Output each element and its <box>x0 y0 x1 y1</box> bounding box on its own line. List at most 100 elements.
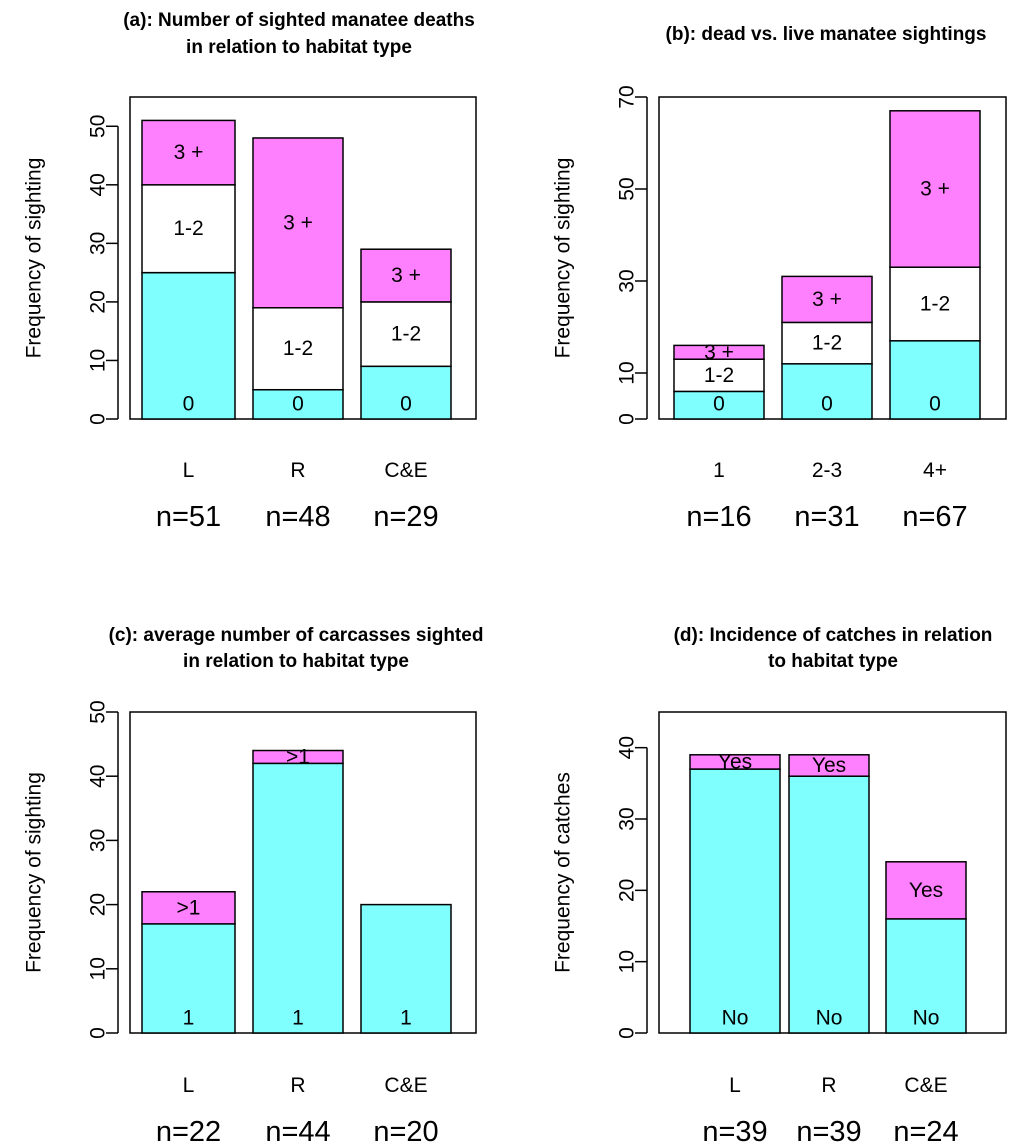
chart-a-bar-segment-C&E-1-2 <box>360 301 452 368</box>
chart-c-segment-label: 1 <box>400 1007 412 1030</box>
chart-b-y-axis-label: Frequency of sighting <box>552 158 575 359</box>
chart-a-title-line-2: in relation to habitat type <box>186 37 412 58</box>
chart-d-y-tick-label: 30 <box>616 807 639 830</box>
chart-b-segment-label: 1-2 <box>812 332 842 355</box>
chart-d-n-label: n=39 <box>702 1116 767 1145</box>
chart-d-x-tick-label: R <box>821 1074 836 1097</box>
chart-a-y-tick-label: 0 <box>87 413 110 425</box>
chart-d-y-tick-label: 10 <box>616 950 639 973</box>
chart-b-bar-segment-1-1-2 <box>673 358 765 393</box>
chart-a-bar-segment-R-0 <box>252 388 344 420</box>
chart-c-y-tick-label: 30 <box>87 829 110 852</box>
chart-b-bar-segment-4+-3 + <box>889 110 981 268</box>
chart-a-segment-label: 3 + <box>174 141 204 164</box>
chart-b-y-tick-label: 30 <box>616 269 639 292</box>
chart-b-segment-label: 1-2 <box>704 364 734 387</box>
chart-b-segment-label: 3 + <box>920 178 950 201</box>
chart-d-n-label: n=24 <box>893 1116 958 1145</box>
chart-b-y-tick-label: 50 <box>616 177 639 200</box>
chart-b-bar-segment-4+-0 <box>889 340 981 420</box>
chart-a-y-axis-label: Frequency of sighting <box>23 158 46 359</box>
chart-d-segment-label: Yes <box>812 754 846 777</box>
chart-b-bar-segment-1-0 <box>673 390 765 420</box>
chart-c-bar-segment-C&E-1 <box>360 903 452 1034</box>
chart-d-segment-label: No <box>913 1007 940 1030</box>
chart-a-y-tick-label: 20 <box>87 290 110 313</box>
chart-a-bar-segment-C&E-0 <box>360 365 452 420</box>
chart-c-y-tick-label: 10 <box>87 957 110 980</box>
chart-a-segment-label: 1-2 <box>391 323 421 346</box>
chart-a-segment-label: 0 <box>292 393 304 416</box>
chart-c-x-tick-label: C&E <box>384 1074 427 1097</box>
chart-b-x-tick-label: 1 <box>713 459 725 482</box>
chart-d-segment-label: Yes <box>909 879 943 902</box>
chart-a-n-label: n=51 <box>156 501 221 533</box>
chart-c-y-tick-label: 0 <box>87 1027 110 1039</box>
chart-d-segment-label: No <box>816 1007 843 1030</box>
chart-b-segment-label: 3 + <box>812 288 842 311</box>
chart-a-title-line-1: (a): Number of sighted manatee deaths <box>123 10 475 31</box>
chart-b-bar-segment-1-3 + <box>673 344 765 360</box>
chart-d-bar-segment-R-Yes <box>788 754 870 777</box>
chart-c-y-tick-label: 50 <box>87 700 110 723</box>
chart-d-segment-label: No <box>722 1007 749 1030</box>
chart-b-n-label: n=16 <box>686 501 751 533</box>
chart-a-segment-label: 1-2 <box>173 217 203 240</box>
chart-a-segment-label: 0 <box>400 393 412 416</box>
chart-b-n-label: n=31 <box>794 501 859 533</box>
chart-a-bar-segment-L-3 + <box>141 119 236 186</box>
chart-b-segment-label: 0 <box>929 393 941 416</box>
chart-c-bar-segment-R->1 <box>252 749 344 765</box>
chart-c-y-axis-label: Frequency of sighting <box>23 772 46 973</box>
chart-b-segment-label: 3 + <box>704 341 734 364</box>
chart-d-segment-label: Yes <box>718 750 752 773</box>
chart-b-y-tick-label: 10 <box>616 361 639 384</box>
chart-a-n-label: n=29 <box>373 501 438 533</box>
chart-c-title-line-1: (c): average number of carcasses sighted <box>109 625 484 646</box>
chart-a-x-tick-label: L <box>183 459 195 482</box>
chart-a-bar-segment-R-1-2 <box>252 307 344 391</box>
chart-b-segment-label: 0 <box>713 393 725 416</box>
chart-c-y-tick-label: 40 <box>87 765 110 788</box>
chart-c-title-line-2: in relation to habitat type <box>183 651 409 672</box>
chart-d-x-tick-label: C&E <box>904 1074 947 1097</box>
chart-b-x-tick-label: 2-3 <box>812 459 842 482</box>
chart-a-x-tick-label: R <box>290 459 305 482</box>
chart-d-title-line-2: to habitat type <box>768 651 898 672</box>
chart-a-segment-label: 3 + <box>283 211 313 234</box>
chart-a-segment-label: 1-2 <box>283 337 313 360</box>
chart-d-x-tick-label: L <box>729 1074 741 1097</box>
chart-a-segment-label: 0 <box>183 393 195 416</box>
chart-a-bar-segment-L-0 <box>141 271 236 420</box>
chart-b-segment-label: 0 <box>821 393 833 416</box>
chart-c-x-tick-label: L <box>183 1074 195 1097</box>
chart-a-n-label: n=48 <box>265 501 330 533</box>
chart-c-bar-segment-L->1 <box>141 891 236 925</box>
chart-d-y-tick-label: 40 <box>616 736 639 759</box>
chart-a-segment-label: 3 + <box>391 264 421 287</box>
chart-b-title-line-1: (b): dead vs. live manatee sightings <box>666 24 987 45</box>
chart-b-y-tick-label: 0 <box>616 413 639 425</box>
chart-d-y-tick-label: 20 <box>616 879 639 902</box>
chart-d-title-line-1: (d): Incidence of catches in relation <box>674 625 993 646</box>
chart-c-bar-segment-R-1 <box>252 762 344 1034</box>
chart-d-bar-segment-L-Yes <box>689 754 781 770</box>
chart-d-bar-segment-L-No <box>689 768 781 1034</box>
chart-c-x-tick-label: R <box>290 1074 305 1097</box>
chart-c-n-label: n=20 <box>373 1116 438 1145</box>
chart-b-n-label: n=67 <box>902 501 967 533</box>
chart-b-bar-segment-2-3-3 + <box>781 275 873 324</box>
chart-c-segment-label: >1 <box>177 896 201 919</box>
chart-d-y-axis-label: Frequency of catches <box>552 772 575 973</box>
chart-c-n-label: n=22 <box>156 1116 221 1145</box>
chart-c-segment-label: 1 <box>183 1007 195 1030</box>
chart-d-bar-segment-R-No <box>788 775 870 1034</box>
chart-c-segment-label: >1 <box>286 745 310 768</box>
chart-b-y-tick-label: 70 <box>616 85 639 108</box>
chart-a-x-tick-label: C&E <box>384 459 427 482</box>
chart-a-y-tick-label: 40 <box>87 173 110 196</box>
chart-c-n-label: n=44 <box>265 1116 330 1145</box>
chart-d-n-label: n=39 <box>796 1116 861 1145</box>
chart-d-bar-segment-C&E-Yes <box>885 861 967 920</box>
